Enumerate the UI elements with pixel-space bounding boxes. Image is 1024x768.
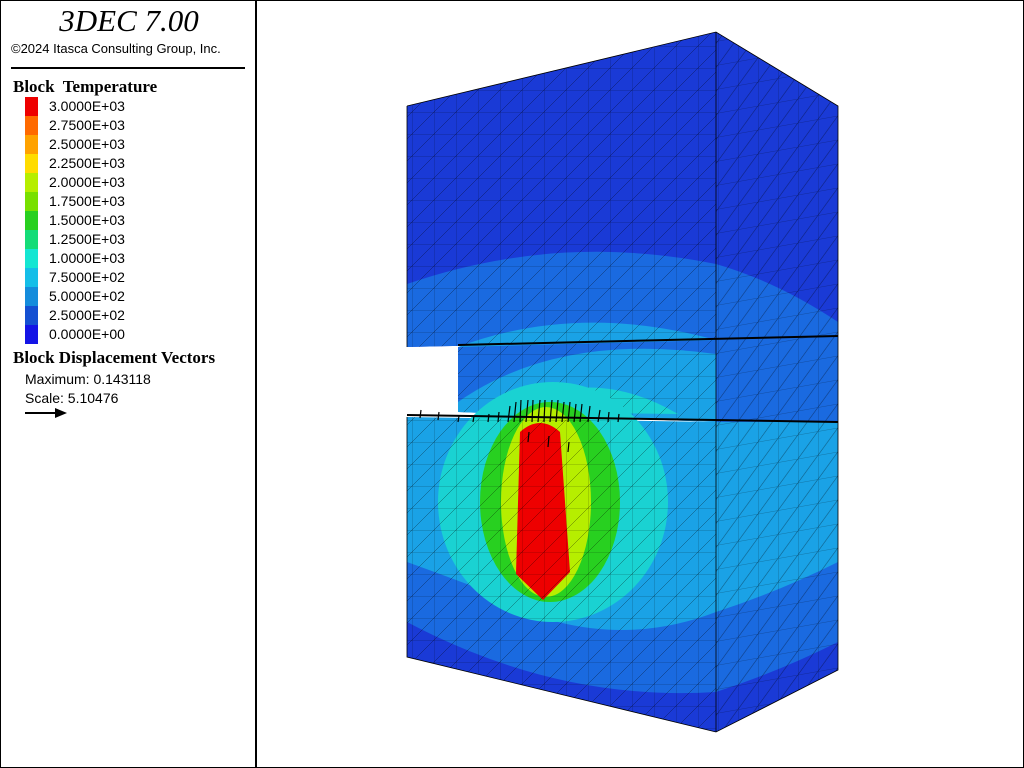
- legend-label: 5.0000E+02: [49, 288, 125, 304]
- legend-label: 2.5000E+02: [49, 307, 125, 323]
- legend-label: 1.0000E+03: [49, 250, 125, 266]
- legend-swatch: [25, 173, 38, 192]
- legend-swatch: [25, 97, 38, 116]
- joint-lines: [406, 335, 839, 423]
- legend-entry: 3.0000E+03: [25, 97, 225, 116]
- legend-entry: 5.0000E+02: [25, 287, 225, 306]
- legend-label: 0.0000E+00: [49, 326, 125, 342]
- legend-entry: 2.2500E+03: [25, 154, 225, 173]
- legend-label: 1.2500E+03: [49, 231, 125, 247]
- model-outline: [406, 31, 839, 733]
- legend-swatch: [25, 325, 38, 344]
- copyright-text: ©2024 Itasca Consulting Group, Inc.: [11, 41, 221, 56]
- displacement-vectors: [419, 399, 620, 453]
- legend-swatch: [25, 287, 38, 306]
- legend-label: 1.7500E+03: [49, 193, 125, 209]
- model-viewport[interactable]: [258, 2, 1023, 767]
- legend-label: 2.2500E+03: [49, 155, 125, 171]
- middle-block: [458, 336, 838, 422]
- legend-entry: 2.5000E+03: [25, 135, 225, 154]
- legend-entry: 2.0000E+03: [25, 173, 225, 192]
- legend-label: 2.5000E+03: [49, 136, 125, 152]
- legend-swatch: [25, 306, 38, 325]
- legend-entry: 1.5000E+03: [25, 211, 225, 230]
- legend-swatch: [25, 211, 38, 230]
- displacement-scale: Scale: 5.10476: [25, 390, 119, 406]
- legend-label: 1.5000E+03: [49, 212, 125, 228]
- legend-entry: 2.5000E+02: [25, 306, 225, 325]
- legend-swatch: [25, 116, 38, 135]
- legend-entry: 0.0000E+00: [25, 325, 225, 344]
- legend-panel: 3DEC 7.00 ©2024 Itasca Consulting Group,…: [1, 1, 257, 767]
- displacement-maximum: Maximum: 0.143118: [25, 371, 151, 387]
- legend-swatch: [25, 192, 38, 211]
- legend-label: 7.5000E+02: [49, 269, 125, 285]
- title-divider: [11, 67, 245, 69]
- legend-label: 2.0000E+03: [49, 174, 125, 190]
- upper-block: [407, 32, 838, 404]
- legend-label: 2.7500E+03: [49, 117, 125, 133]
- legend-entry: 7.5000E+02: [25, 268, 225, 287]
- legend-label: 3.0000E+03: [49, 98, 125, 114]
- displacement-legend-title: Block Displacement Vectors: [13, 348, 216, 367]
- app-title: 3DEC 7.00: [59, 3, 199, 38]
- legend-swatch: [25, 154, 38, 173]
- legend-swatch: [25, 230, 38, 249]
- legend-swatch: [25, 268, 38, 287]
- legend-swatch: [25, 135, 38, 154]
- legend-swatch: [25, 249, 38, 268]
- temperature-legend-title: Block Temperature: [13, 77, 158, 96]
- vector-arrow-icon: [25, 408, 67, 418]
- lower-block: [407, 382, 838, 732]
- legend-entry: 1.2500E+03: [25, 230, 225, 249]
- legend-entry: 1.7500E+03: [25, 192, 225, 211]
- legend-entry: 1.0000E+03: [25, 249, 225, 268]
- legend-entry: 2.7500E+03: [25, 116, 225, 135]
